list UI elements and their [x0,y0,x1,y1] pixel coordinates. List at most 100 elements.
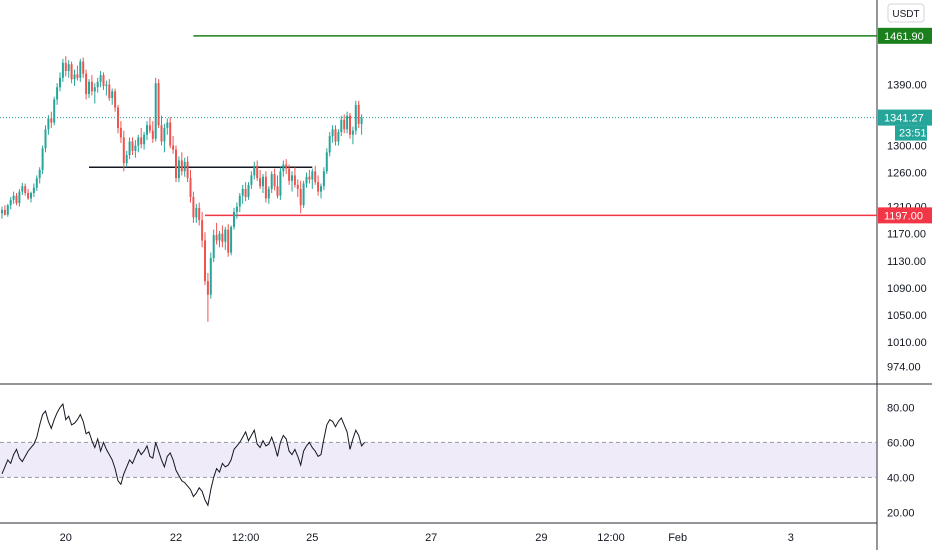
candle [105,80,108,96]
candle [27,188,30,200]
rsi-pane[interactable]: 20.00 40.00 60.00 80.00 [0,402,915,519]
price-tick-label: 1260.00 [887,168,927,180]
candle [119,121,122,143]
price-tick-label: 1390.00 [887,80,927,92]
candle [311,168,314,189]
candle [93,83,96,104]
rsi-tick-label: 40.00 [887,472,915,484]
candle [256,160,259,181]
candle [325,148,328,175]
candle [259,169,262,189]
candle [267,186,270,204]
time-tick-label: 27 [425,532,437,544]
candle [73,69,76,86]
candle [346,111,349,134]
candle [44,125,47,153]
candle [1,206,3,219]
candle [108,79,111,101]
candle [189,169,192,203]
price-tick-label: 1010.00 [887,337,927,349]
candle [64,56,67,77]
candle [15,193,18,206]
candle [291,171,293,192]
candle [317,175,320,196]
rsi-band [0,442,877,478]
candle [233,207,235,230]
candle [157,79,160,128]
horizontal-lines[interactable] [89,35,877,217]
svg-text:1461.90: 1461.90 [884,31,924,43]
last-price-tag: 1341.27 [878,109,932,126]
time-tick-label: 25 [306,532,318,544]
svg-text:23:51: 23:51 [899,128,927,140]
candle [218,230,221,248]
candle [230,225,233,256]
rsi-tick-labels: 20.00 40.00 60.00 80.00 [887,402,915,519]
price-pane[interactable] [0,35,877,322]
candle [186,156,189,183]
candle [320,183,322,199]
candle [262,174,264,193]
candle [125,150,128,168]
candle [247,182,250,200]
candle [322,167,325,191]
candle [128,137,131,160]
candle [276,175,279,199]
candle [146,121,148,141]
svg-text:1197.00: 1197.00 [884,210,923,222]
time-axis[interactable]: 20 22 12:00 25 27 29 12:00 Feb 3 [60,532,794,544]
candle [61,58,64,82]
time-tick-label: 22 [170,532,182,544]
candle [12,191,15,204]
candle [293,167,296,188]
candle [88,79,90,99]
candle [59,72,61,92]
countdown-tag: 23:51 [895,125,927,141]
candle [285,159,288,175]
candle [343,114,346,134]
price-tick-label: 1170.00 [887,229,926,241]
candle [357,100,360,128]
candle [67,60,70,78]
candle [250,171,253,189]
candle [38,167,41,184]
price-tick-label: 1300.00 [887,141,927,153]
candle [206,272,209,322]
candle [24,183,27,196]
candle [351,126,354,145]
price-axis[interactable]: 974.00 1010.00 1050.00 1090.00 1130.00 1170.0… [878,27,932,374]
rsi-tick-label: 20.00 [887,507,915,519]
candle [3,205,6,216]
candle [198,202,201,226]
candle [209,252,212,299]
candle [30,191,32,203]
candle [340,115,343,137]
candle [163,123,166,153]
candle [50,111,53,128]
candle [331,125,334,143]
candle [53,96,56,126]
time-tick-label: 12:00 [597,532,625,544]
candle [334,125,337,146]
candle [122,130,125,172]
candle [296,179,299,198]
candle [56,83,59,105]
candle [9,197,12,210]
time-tick-label: 20 [60,532,72,544]
candle [227,224,230,257]
candle [183,157,186,177]
candles [1,56,363,322]
candle [177,156,180,183]
price-tick-label: 1090.00 [887,283,927,295]
candle [238,193,241,212]
candle [169,117,172,149]
currency-button[interactable]: USDT [887,3,925,23]
candle [235,202,238,219]
candle [253,161,256,180]
svg-text:1341.27: 1341.27 [884,113,924,125]
candle [131,137,134,156]
rsi-tick-label: 80.00 [887,402,915,414]
candle [76,65,79,81]
candle [166,118,169,135]
